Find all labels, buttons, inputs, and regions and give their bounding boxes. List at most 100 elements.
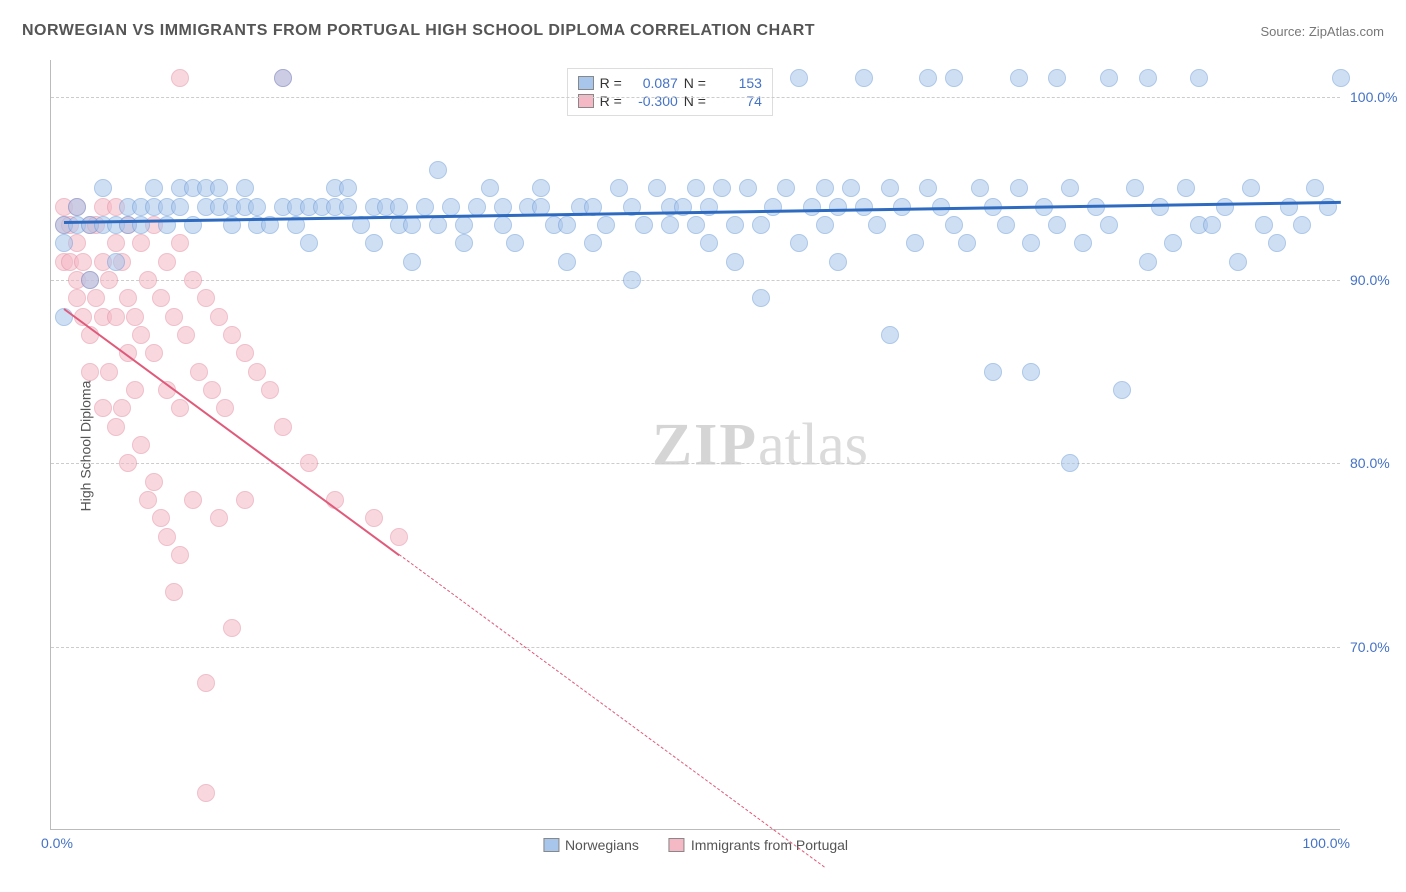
data-point-norwegians xyxy=(687,179,705,197)
data-point-norwegians xyxy=(1293,216,1311,234)
data-point-portugal xyxy=(223,326,241,344)
data-point-norwegians xyxy=(726,253,744,271)
gridline xyxy=(51,97,1340,98)
ytick-label: 80.0% xyxy=(1350,455,1406,471)
data-point-portugal xyxy=(365,509,383,527)
data-point-norwegians xyxy=(248,198,266,216)
data-point-portugal xyxy=(145,344,163,362)
data-point-norwegians xyxy=(1010,69,1028,87)
data-point-portugal xyxy=(132,234,150,252)
data-point-norwegians xyxy=(945,69,963,87)
data-point-norwegians xyxy=(68,198,86,216)
data-point-portugal xyxy=(132,326,150,344)
data-point-norwegians xyxy=(816,179,834,197)
data-point-norwegians xyxy=(1010,179,1028,197)
data-point-portugal xyxy=(119,289,137,307)
data-point-norwegians xyxy=(494,198,512,216)
data-point-norwegians xyxy=(868,216,886,234)
data-point-portugal xyxy=(197,784,215,802)
gridline xyxy=(51,463,1340,464)
data-point-portugal xyxy=(107,418,125,436)
data-point-norwegians xyxy=(1255,216,1273,234)
n-label: N = xyxy=(684,75,706,91)
data-point-norwegians xyxy=(1203,216,1221,234)
data-point-norwegians xyxy=(945,216,963,234)
legend-swatch-portugal xyxy=(669,838,685,852)
source-attribution: Source: ZipAtlas.com xyxy=(1260,24,1384,39)
data-point-norwegians xyxy=(1100,69,1118,87)
data-point-norwegians xyxy=(1242,179,1260,197)
data-point-norwegians xyxy=(1229,253,1247,271)
xtick-label: 100.0% xyxy=(1303,835,1350,851)
legend-swatch-norwegians xyxy=(543,838,559,852)
data-point-portugal xyxy=(158,253,176,271)
data-point-norwegians xyxy=(1061,454,1079,472)
n-value-norwegians: 153 xyxy=(712,75,762,91)
r-label: R = xyxy=(600,75,622,91)
data-point-portugal xyxy=(236,344,254,362)
data-point-portugal xyxy=(94,399,112,417)
data-point-norwegians xyxy=(1177,179,1195,197)
data-point-norwegians xyxy=(442,198,460,216)
data-point-portugal xyxy=(152,509,170,527)
data-point-portugal xyxy=(236,491,254,509)
data-point-norwegians xyxy=(1048,69,1066,87)
data-point-portugal xyxy=(152,289,170,307)
data-point-portugal xyxy=(210,308,228,326)
data-point-norwegians xyxy=(1061,179,1079,197)
data-point-norwegians xyxy=(752,289,770,307)
chart-container: NORWEGIAN VS IMMIGRANTS FROM PORTUGAL HI… xyxy=(0,0,1406,892)
trendline-portugal-dashed xyxy=(399,554,825,868)
data-point-norwegians xyxy=(1139,69,1157,87)
data-point-portugal xyxy=(300,454,318,472)
data-point-norwegians xyxy=(919,179,937,197)
xtick-label: 0.0% xyxy=(41,835,73,851)
data-point-portugal xyxy=(197,674,215,692)
data-point-portugal xyxy=(139,491,157,509)
data-point-portugal xyxy=(132,436,150,454)
data-point-portugal xyxy=(145,473,163,491)
data-point-norwegians xyxy=(764,198,782,216)
data-point-norwegians xyxy=(365,234,383,252)
n-value-portugal: 74 xyxy=(712,93,762,109)
data-point-norwegians xyxy=(1022,234,1040,252)
data-point-norwegians xyxy=(171,198,189,216)
data-point-norwegians xyxy=(752,216,770,234)
data-point-norwegians xyxy=(429,161,447,179)
data-point-norwegians xyxy=(1139,253,1157,271)
data-point-norwegians xyxy=(635,216,653,234)
data-point-portugal xyxy=(158,528,176,546)
data-point-norwegians xyxy=(403,216,421,234)
data-point-norwegians xyxy=(1126,179,1144,197)
data-point-portugal xyxy=(68,289,86,307)
data-point-norwegians xyxy=(532,179,550,197)
data-point-portugal xyxy=(274,418,292,436)
data-point-norwegians xyxy=(339,179,357,197)
data-point-portugal xyxy=(390,528,408,546)
data-point-norwegians xyxy=(984,363,1002,381)
data-point-norwegians xyxy=(687,216,705,234)
data-point-norwegians xyxy=(1306,179,1324,197)
data-point-portugal xyxy=(113,399,131,417)
swatch-norwegians xyxy=(578,76,594,90)
data-point-norwegians xyxy=(726,216,744,234)
data-point-portugal xyxy=(203,381,221,399)
data-point-portugal xyxy=(171,234,189,252)
data-point-norwegians xyxy=(777,179,795,197)
gridline xyxy=(51,647,1340,648)
ytick-label: 70.0% xyxy=(1350,639,1406,655)
data-point-norwegians xyxy=(81,271,99,289)
data-point-norwegians xyxy=(881,179,899,197)
data-point-norwegians xyxy=(1022,363,1040,381)
data-point-portugal xyxy=(261,381,279,399)
data-point-norwegians xyxy=(623,271,641,289)
ytick-label: 90.0% xyxy=(1350,272,1406,288)
data-point-norwegians xyxy=(919,69,937,87)
data-point-portugal xyxy=(171,399,189,417)
watermark-light: atlas xyxy=(758,411,868,477)
data-point-norwegians xyxy=(1268,234,1286,252)
data-point-portugal xyxy=(197,289,215,307)
data-point-portugal xyxy=(165,583,183,601)
data-point-norwegians xyxy=(790,69,808,87)
data-point-portugal xyxy=(81,363,99,381)
